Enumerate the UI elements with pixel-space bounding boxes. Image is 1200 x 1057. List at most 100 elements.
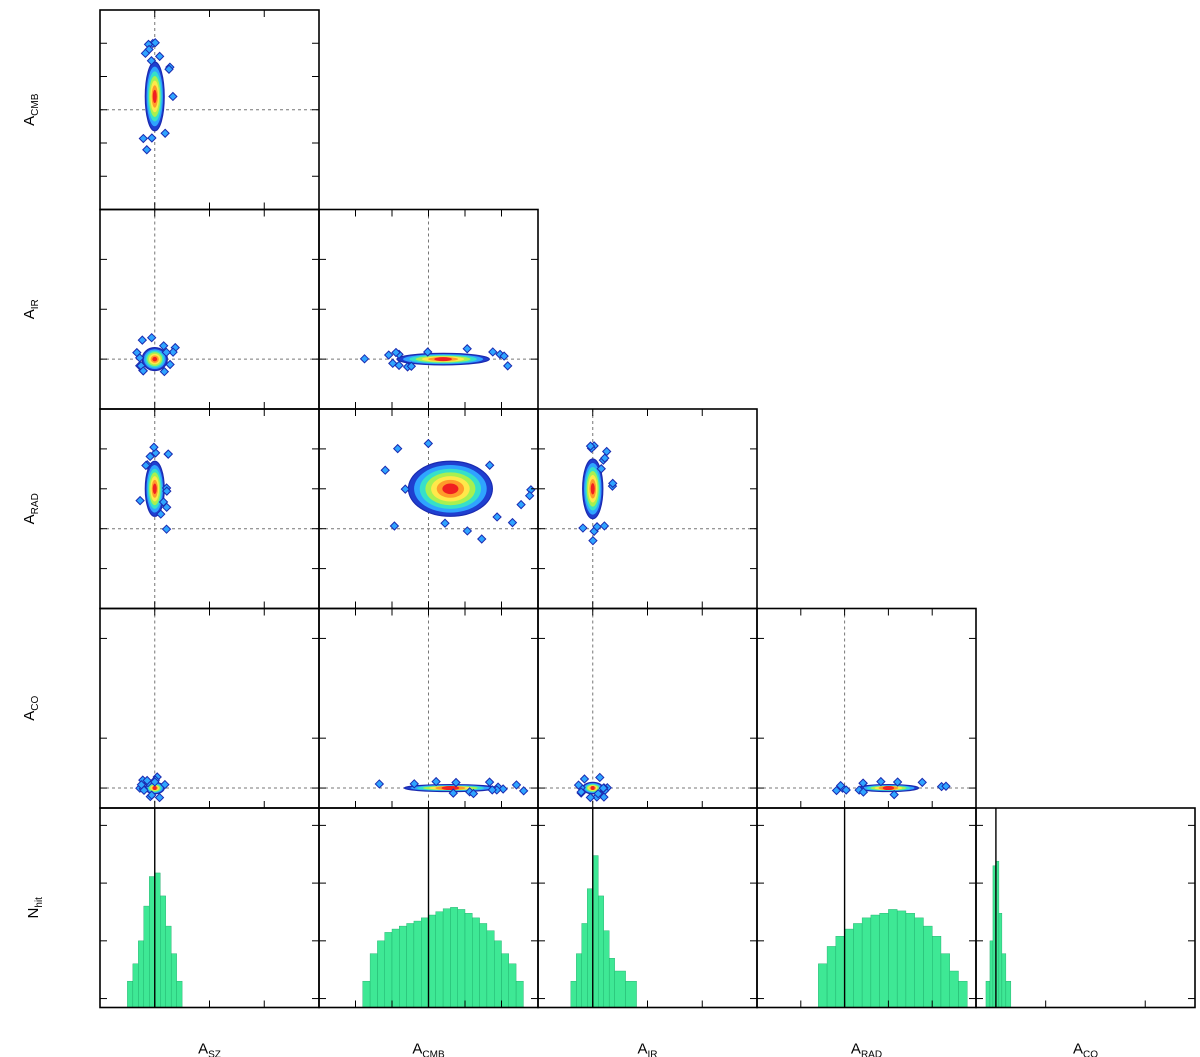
histogram-bar: [826, 946, 837, 1008]
outlier-point: [137, 335, 148, 345]
histogram-bar: [625, 980, 637, 1008]
y-axis-label-A_RAD-sub: RAD: [30, 493, 41, 514]
x-axis-label-A_IR-main: A: [637, 1041, 647, 1057]
histogram-bar: [176, 980, 183, 1008]
histogram-frame: [537, 807, 758, 1009]
x-axis-label-A_SZ-main: A: [198, 1041, 208, 1057]
outlier-point: [596, 464, 606, 474]
outlier-point: [150, 777, 160, 787]
y-axis-label-A_RAD: ARAD: [21, 493, 41, 524]
outlier-point: [602, 446, 612, 457]
panel-frame: [756, 607, 977, 809]
outlier-point: [400, 484, 410, 494]
histogram-bar: [844, 928, 854, 1008]
outlier-point: [142, 775, 152, 786]
x-axis-label-A_CO: ACO: [1073, 1041, 1098, 1057]
histogram-bar: [932, 936, 942, 1008]
outlier-point: [889, 789, 899, 800]
outlier-point: [585, 441, 596, 451]
histogram-bar: [421, 917, 429, 1008]
histogram-bar: [377, 940, 385, 1008]
panel-A_SZ-vs-A_RAD: [99, 408, 320, 610]
panel-A_IR-vs-A_RAD: [537, 408, 758, 610]
outlier-point: [835, 780, 846, 791]
outlier-point: [406, 361, 417, 371]
y-axis-label-nhit-sub: hit: [34, 897, 45, 908]
y-axis-label-A_IR: AIR: [21, 299, 41, 319]
histogram-bar: [853, 923, 863, 1008]
outlier-point: [516, 499, 526, 510]
outlier-point: [150, 37, 160, 48]
outlier-point: [165, 359, 175, 370]
outlier-point: [374, 779, 385, 789]
outlier-point: [383, 350, 394, 360]
outlier-point: [588, 535, 598, 546]
outlier-point: [160, 128, 170, 138]
outlier-point: [142, 145, 152, 155]
outlier-point: [146, 790, 157, 800]
panel-frame: [99, 208, 320, 410]
outlier-point: [160, 779, 170, 790]
outlier-point: [158, 341, 169, 351]
outlier-point: [477, 534, 487, 544]
outlier-point: [858, 787, 869, 797]
outlier-point: [462, 344, 472, 354]
panel-body: [100, 10, 319, 210]
x-axis-label-A_CO-sub: CO: [1083, 1050, 1098, 1057]
histogram-bar: [614, 970, 626, 1008]
x-axis-label-A_CMB-main: A: [412, 1041, 422, 1057]
density-level-6: [152, 89, 157, 104]
outlier-point: [585, 792, 596, 803]
histogram-bar: [428, 914, 437, 1008]
outlier-point: [524, 490, 535, 501]
outlier-point: [511, 780, 522, 790]
panel-A_RAD-vs-A_CO: [756, 607, 977, 809]
panel-frame: [99, 607, 320, 809]
x-axis-label-A_SZ-sub: SZ: [208, 1050, 221, 1057]
y-axis-label-A_CMB-main: A: [21, 116, 38, 126]
histogram-bar: [138, 940, 144, 1008]
outlier-point: [941, 781, 951, 791]
outlier-point: [608, 478, 618, 489]
panel-body: [100, 409, 319, 609]
panel-body: [319, 608, 538, 808]
panel-frame: [537, 607, 758, 809]
outlier-point: [507, 517, 518, 528]
histogram-A_CO: [975, 807, 1196, 1009]
y-axis-label-A_CMB-sub: CMB: [30, 93, 41, 116]
outlier-point: [394, 360, 404, 371]
outlier-point: [359, 354, 370, 364]
outlier-point: [468, 788, 479, 799]
histogram-bar: [879, 913, 889, 1008]
histogram-bar: [592, 855, 599, 1008]
histogram-bar: [998, 913, 1003, 1008]
panel-frame: [537, 408, 758, 610]
outlier-point: [858, 778, 868, 788]
histogram-frame: [975, 807, 1196, 1009]
panel-body: [319, 409, 538, 609]
y-axis-label-nhit-main: N: [25, 908, 42, 919]
outlier-point: [841, 785, 851, 795]
outlier-point: [138, 366, 148, 376]
outlier-point: [448, 788, 459, 798]
outlier-point: [168, 347, 178, 357]
outlier-point: [146, 56, 157, 66]
y-axis-label-A_IR-main: A: [21, 309, 38, 319]
outlier-point: [499, 351, 509, 361]
outlier-point: [149, 442, 159, 452]
outlier-point: [892, 777, 903, 787]
outlier-point: [876, 776, 886, 787]
histogram-bar: [958, 980, 968, 1008]
outlier-point: [598, 783, 609, 793]
histogram-bar: [457, 909, 466, 1008]
panel-A_CMB-vs-A_RAD: [318, 408, 539, 610]
histogram-bar: [149, 876, 155, 1008]
outlier-point: [573, 780, 584, 790]
outlier-point: [484, 777, 495, 787]
outlier-point: [484, 460, 495, 470]
outlier-point: [440, 518, 450, 528]
x-axis-label-A_SZ: ASZ: [198, 1041, 221, 1057]
histogram-bar: [384, 932, 393, 1008]
outlier-point: [492, 512, 502, 522]
